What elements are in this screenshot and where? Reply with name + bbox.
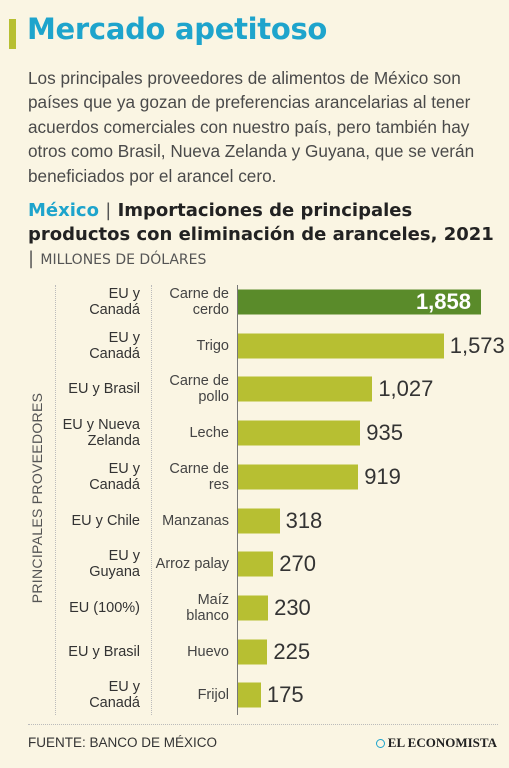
bar-value-label: 935	[366, 420, 403, 446]
provider-label: EU y Canadá	[89, 286, 140, 318]
provider-label: EU y Brasil	[68, 381, 140, 398]
bar	[238, 376, 373, 402]
bar-value-label: 318	[285, 507, 323, 533]
product-label: Maíz blanco	[186, 591, 229, 624]
subtitle-separator: |	[105, 200, 112, 221]
product-label: Trigo	[196, 337, 230, 354]
bar-value-label: 270	[279, 551, 317, 577]
provider-label: EU y Nueva Zelanda	[62, 417, 140, 450]
product-label: Carne de pollo	[169, 373, 229, 406]
bar	[238, 420, 361, 446]
divider-mid	[151, 285, 152, 715]
product-label: Carne de res	[169, 460, 229, 493]
source-note: FUENTE: BANCO DE MÉXICO	[28, 735, 218, 750]
bar-axis	[237, 285, 238, 715]
brand-name: EL ECONOMISTA	[387, 735, 497, 750]
brand-icon	[375, 739, 385, 748]
title-accent-bar	[9, 19, 16, 49]
provider-label: EU y Canadá	[89, 329, 140, 362]
bar	[238, 595, 269, 621]
provider-label: EU y Canadá	[89, 460, 140, 493]
provider-label: EU (100%)	[69, 599, 140, 616]
intro-text: Los principales proveedores de alimentos…	[28, 68, 475, 186]
chart-subtitle: México | Importaciones de principales pr…	[28, 199, 498, 272]
product-label: Frijol	[197, 687, 229, 704]
subtitle-units: MILLONES DE DÓLARES	[40, 252, 207, 268]
divider-left	[55, 285, 56, 715]
bar-value-label: 1,573	[449, 332, 505, 358]
bar	[238, 682, 261, 708]
bar	[238, 289, 481, 315]
product-label: Manzanas	[162, 512, 229, 529]
provider-label: EU y Guyana	[89, 548, 140, 581]
provider-label: EU y Canadá	[89, 679, 140, 712]
product-label: Arroz palay	[155, 556, 229, 573]
product-label: Huevo	[187, 643, 229, 660]
bar-value-label: 1,027	[378, 376, 434, 402]
bar-value-label: 175	[266, 682, 304, 708]
product-label: Leche	[189, 425, 229, 442]
y-axis-label: PRINCIPALES PROVEEDORES	[29, 392, 45, 604]
bar-value-label: 919	[364, 463, 401, 489]
page-title: Mercado apetitoso	[27, 12, 328, 46]
footer-divider	[28, 724, 498, 725]
subtitle-country: México	[28, 200, 99, 221]
bar	[238, 508, 280, 533]
units-separator: |	[28, 248, 35, 269]
subtitle-text: Importaciones de principales productos c…	[28, 200, 494, 245]
provider-label: EU y Brasil	[68, 643, 140, 660]
bar	[238, 551, 274, 577]
bar-value-label: 225	[273, 638, 311, 664]
bar	[238, 464, 359, 490]
product-label: Carne de cerdo	[169, 286, 229, 318]
provider-label: EU y Chile	[71, 512, 141, 529]
bar-value-label: 230	[274, 594, 311, 620]
brand-logo: EL ECONOMISTA	[375, 735, 497, 751]
bar	[238, 639, 268, 665]
bar	[238, 333, 444, 359]
bar-value-label: 1,858	[415, 289, 471, 314]
